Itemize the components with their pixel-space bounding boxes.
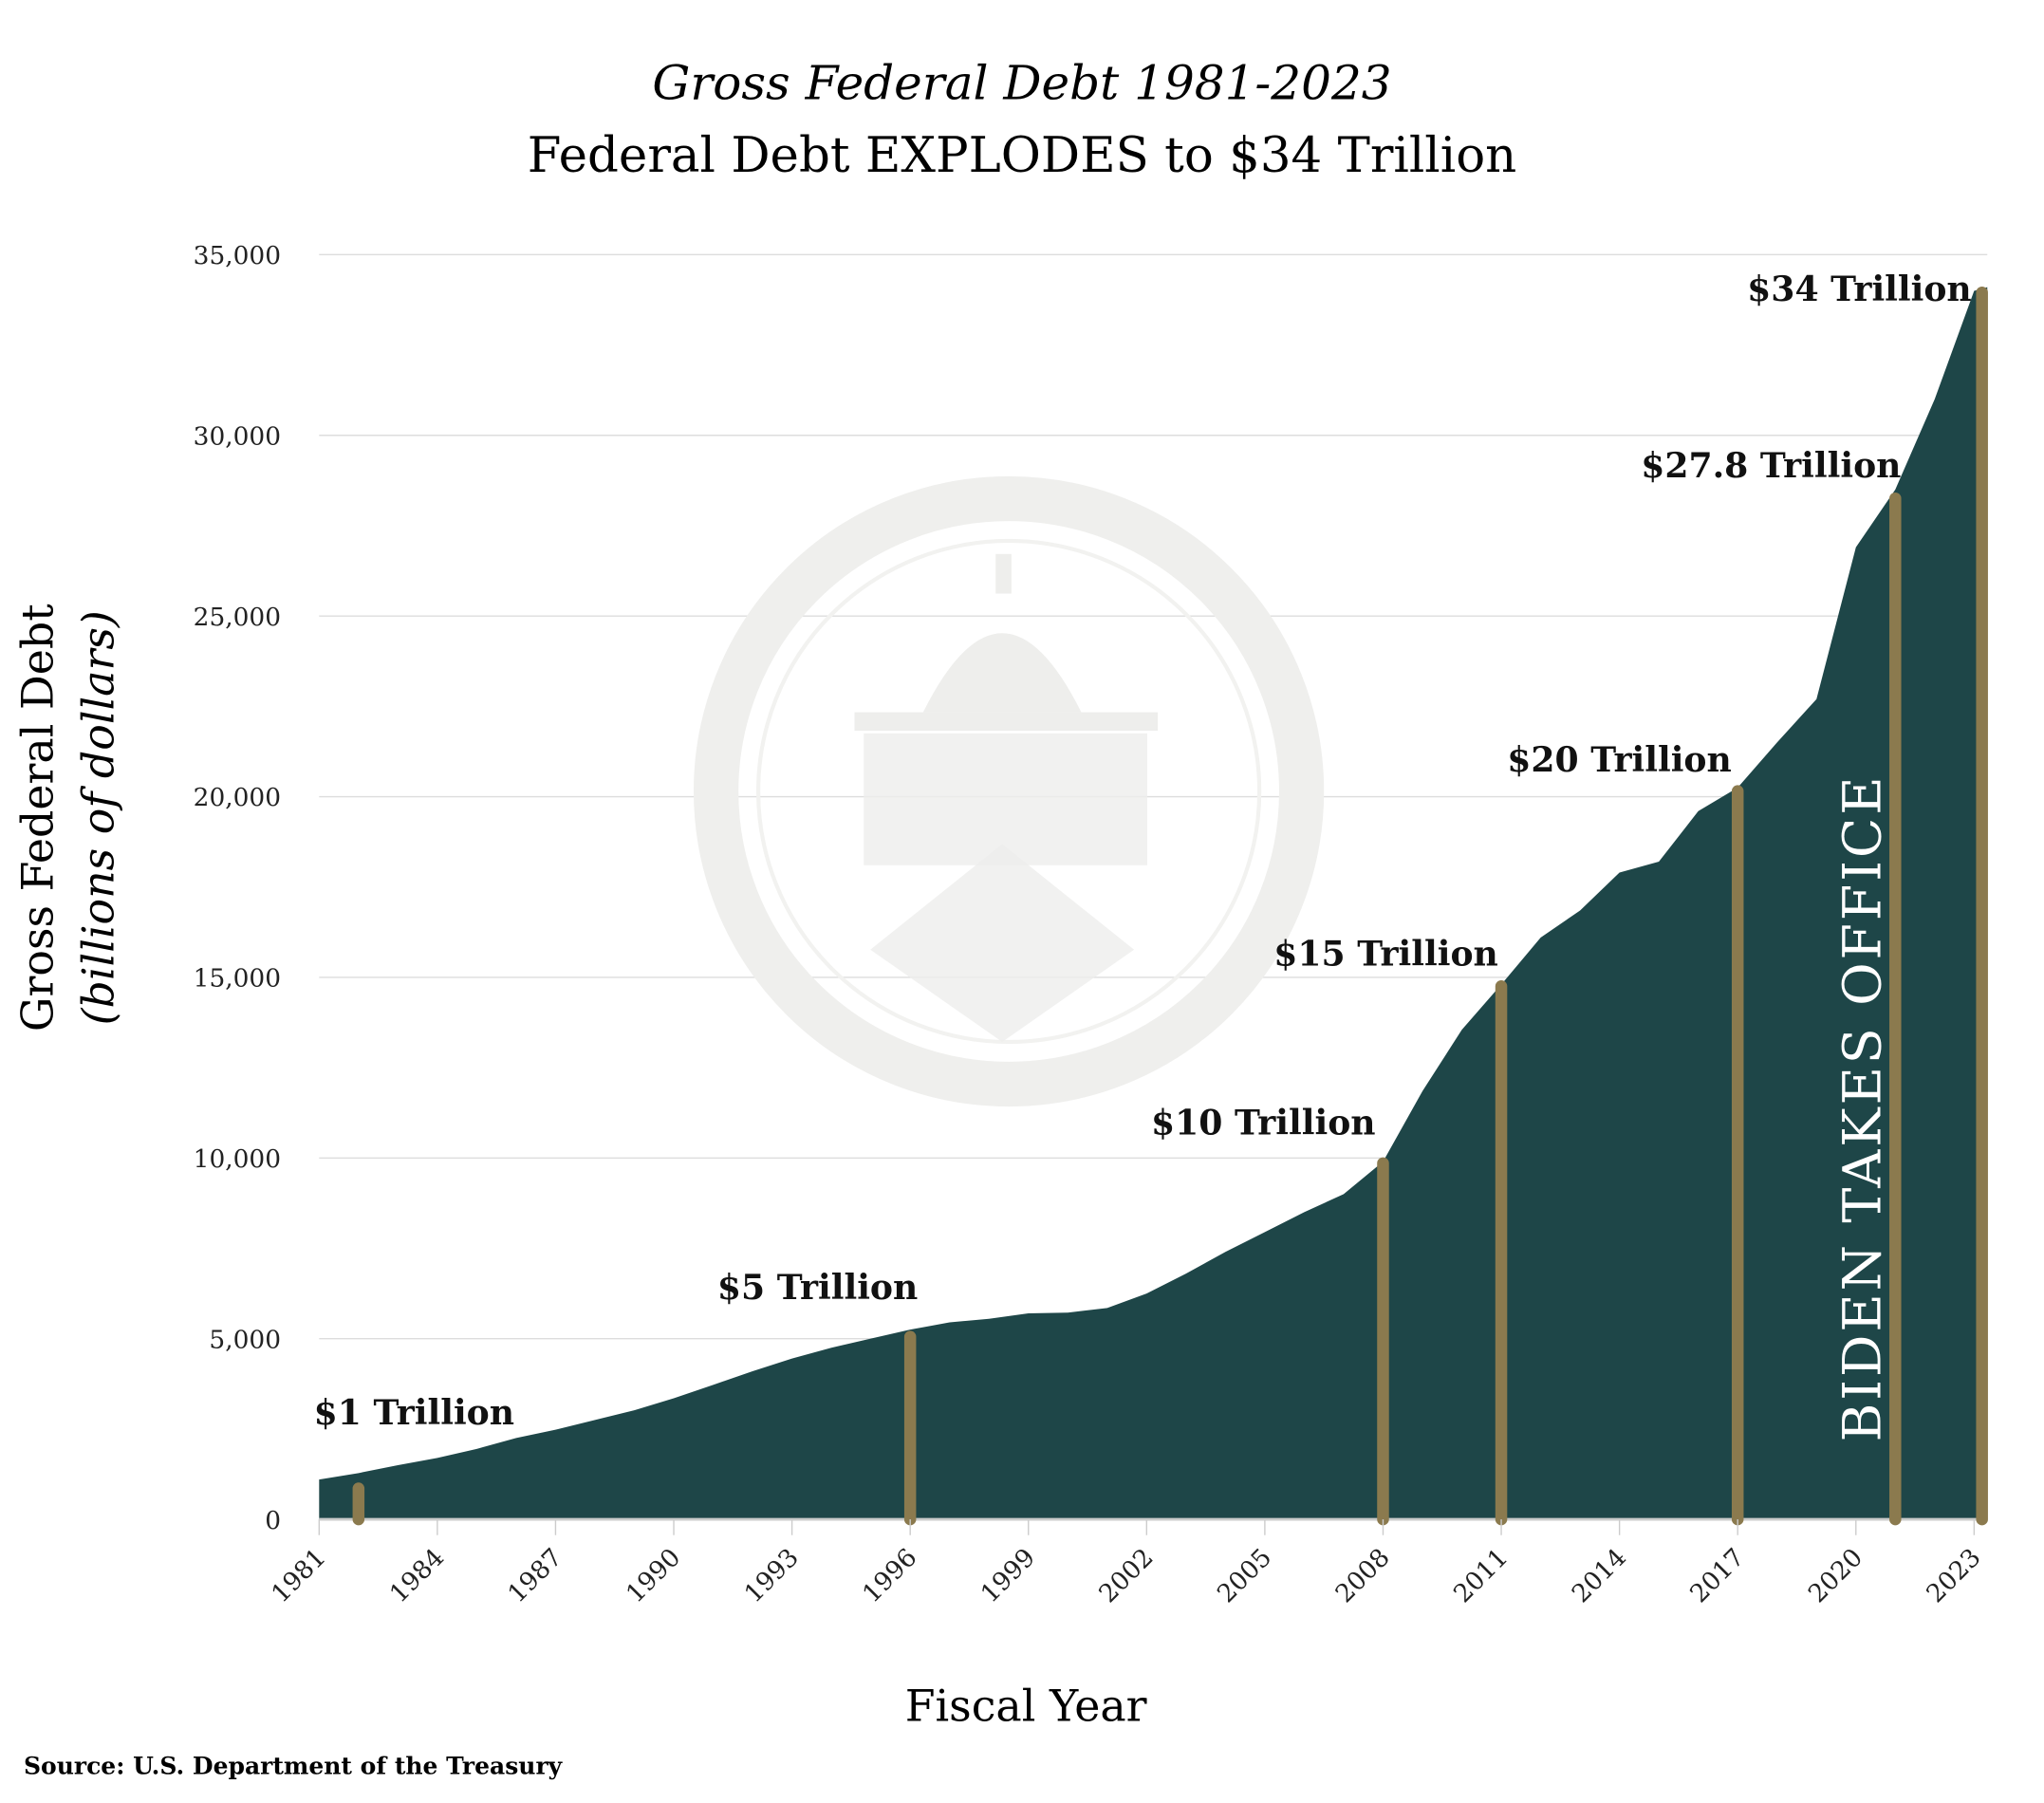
chart-title: Gross Federal Debt 1981-2023 [652,55,1391,110]
x-tick-label: 2023 [1921,1543,1986,1608]
x-tick-label: 1984 [384,1543,450,1608]
x-tick-label: 2005 [1212,1543,1277,1608]
milestone-label: $1 Trillion [314,1392,514,1433]
y-tick-label: 25,000 [194,603,281,632]
x-tick-label: 1993 [738,1543,804,1608]
y-axis-subtitle: (billions of dollars) [73,610,124,1025]
milestone-label: $27.8 Trillion [1641,445,1901,486]
x-tick-label: 2014 [1566,1543,1631,1608]
milestone-label: $5 Trillion [717,1267,918,1308]
x-tick-label: 2020 [1803,1543,1868,1608]
x-tick-label: 1990 [621,1543,686,1608]
x-tick-label: 2011 [1448,1543,1514,1608]
x-tick-label: 2017 [1684,1543,1750,1608]
x-tick-label: 1996 [857,1543,922,1608]
milestone-label: $10 Trillion [1151,1102,1376,1143]
x-tick-label: 2008 [1329,1543,1395,1608]
y-tick-label: 30,000 [194,421,281,451]
x-tick-label: 1987 [502,1543,567,1608]
y-tick-label: 5,000 [209,1325,281,1354]
milestone-label: $34 Trillion [1747,269,1972,309]
event-label: BIDEN TAKES OFFICE [1832,773,1894,1441]
x-tick-label: 1981 [266,1543,331,1608]
source-note: Source: U.S. Department of the Treasury [24,1752,564,1779]
x-tick-label: 1999 [976,1543,1041,1608]
y-tick-label: 20,000 [194,783,281,812]
y-tick-label: 35,000 [194,241,281,270]
chart-subtitle: Federal Debt EXPLODES to $34 Trillion [528,127,1517,184]
watermark-seal [693,475,1325,1107]
gridlines [319,253,1988,1340]
y-tick-label: 0 [265,1506,281,1535]
x-axis-title: Fiscal Year [905,1681,1147,1732]
y-tick-label: 15,000 [194,964,281,994]
x-tick-label: 2002 [1093,1543,1159,1608]
milestone-label: $20 Trillion [1507,739,1732,780]
y-tick-label: 10,000 [194,1144,281,1174]
debt-area [319,287,1988,1520]
y-axis-title: Gross Federal Debt [12,604,64,1032]
milestone-label: $15 Trillion [1273,933,1498,974]
